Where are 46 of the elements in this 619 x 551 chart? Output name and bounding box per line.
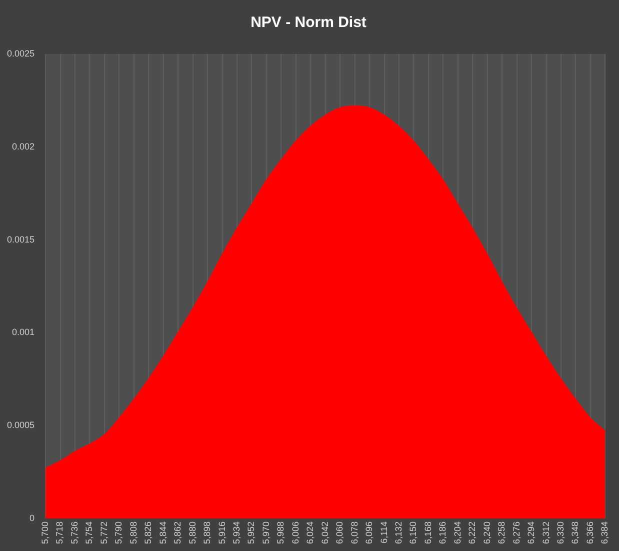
x-tick-label: 6,240 (482, 521, 492, 544)
x-tick-label: 5,790 (114, 521, 124, 544)
x-tick-label: 6,294 (526, 521, 536, 544)
x-tick-label: 6,384 (600, 521, 610, 544)
y-tick-label: 0.0005 (6, 420, 35, 430)
x-tick-label: 5,700 (40, 521, 50, 544)
x-tick-label: 5,844 (158, 521, 168, 544)
x-tick-label: 6,330 (556, 521, 566, 544)
y-tick-label: 0.0025 (6, 48, 35, 58)
x-tick-label: 6,186 (438, 521, 448, 544)
x-tick-label: 6,366 (584, 521, 595, 544)
x-tick-label: 6,312 (540, 521, 551, 544)
x-tick-label: 6,006 (290, 521, 300, 544)
x-tick-label: 5,862 (172, 521, 183, 544)
x-tick-label: 6,024 (305, 521, 316, 544)
x-tick-label: 5,898 (202, 521, 212, 544)
x-tick-label: 5,880 (187, 521, 198, 544)
x-tick-label: 6,042 (320, 521, 330, 544)
chart-title: NPV - Norm Dist (250, 14, 366, 32)
x-tick-label: 5,736 (69, 521, 80, 544)
x-tick-label: 5,772 (98, 521, 109, 544)
x-tick-label: 5,718 (54, 521, 65, 544)
x-tick-label: 6,204 (452, 521, 462, 544)
x-tick-label: 5,754 (84, 521, 94, 544)
x-tick-label: 6,078 (349, 521, 360, 544)
x-tick-label: 6,060 (334, 521, 345, 544)
x-tick-label: 5,826 (143, 521, 154, 544)
x-tick-label: 5,970 (260, 521, 271, 544)
x-tick-label: 6,168 (422, 521, 433, 544)
x-tick-label: 5,916 (216, 521, 227, 544)
x-tick-label: 5,952 (246, 521, 256, 544)
x-tick-label: 6,096 (364, 521, 374, 544)
x-tick-label: 6,222 (467, 521, 478, 544)
y-tick-label: 0.0015 (6, 234, 35, 244)
x-tick-label: 6,258 (496, 521, 507, 544)
y-tick-label: 0.001 (12, 327, 35, 338)
x-tick-label: 6,348 (570, 521, 580, 544)
y-tick-label: 0.002 (12, 141, 35, 152)
x-tick-label: 6,132 (393, 521, 404, 544)
x-tick-label: 5,988 (276, 521, 286, 544)
x-tick-label: 5,934 (231, 521, 242, 544)
x-tick-label: 6,150 (408, 521, 418, 544)
y-tick-label: 0 (30, 512, 35, 523)
x-tick-label: 5,808 (128, 521, 138, 544)
x-tick-label: 6,114 (378, 521, 389, 544)
x-tick-label: 6,276 (511, 521, 522, 544)
